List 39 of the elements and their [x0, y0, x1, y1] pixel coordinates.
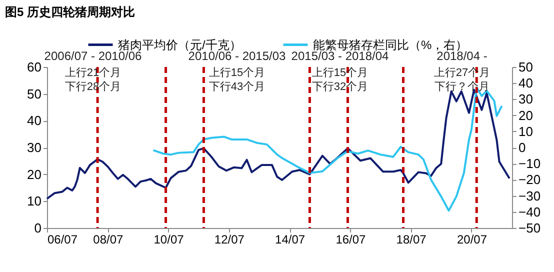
y2-tick-label: −40: [518, 204, 541, 220]
y-tick-label: 20: [27, 166, 42, 182]
x-tick-label: 18/07: [396, 232, 427, 246]
text: 2006/07 - 2010/06: [44, 49, 142, 63]
y-tick-label: 30: [27, 140, 42, 155]
y2-tick-label: −10: [518, 156, 541, 172]
y2-tick-label: 20: [518, 108, 533, 123]
y2-tick-label: −30: [518, 188, 541, 204]
annotation: 下行？个月: [434, 81, 490, 93]
text: 2010/06 - 2015/03: [188, 49, 286, 63]
y-tick-label: 60: [27, 60, 42, 74]
y-tick-label: 0: [34, 220, 42, 236]
legend-label: 猪肉平均价（元/千克）: [118, 38, 242, 52]
y2-tick-label: 10: [518, 124, 533, 139]
y2-tick-label: −20: [518, 172, 541, 188]
x-tick-label: 10/07: [154, 232, 184, 246]
annotation: 下行43个月: [208, 81, 266, 93]
y-tick-label: 50: [27, 86, 42, 102]
y2-tick-label: 0: [518, 140, 526, 155]
chart-title: 图5 历史四轮猪周期对比: [5, 5, 136, 19]
annotation: 上行21个月: [64, 66, 122, 79]
y2-tick-label: 50: [518, 60, 533, 74]
annotation: 上行15个月: [208, 66, 266, 79]
y-tick-label: 40: [27, 113, 42, 128]
legend-label: 能繁母猪存栏同比（%，右）: [313, 38, 468, 52]
y2-tick-label: 30: [518, 92, 533, 107]
annotation: 上行27个月: [434, 66, 490, 79]
x-tick-label: 08/07: [93, 232, 124, 246]
y2-tick-label: 40: [518, 76, 533, 91]
annotation: 上行15个月: [312, 66, 368, 79]
y-tick-label: 10: [27, 194, 42, 209]
x-tick-label: 16/07: [336, 232, 366, 246]
x-tick-label: 20/07: [456, 232, 488, 246]
annotation: 下行32个月: [312, 81, 368, 93]
x-tick-label: 12/07: [214, 232, 245, 246]
y2-tick-label: −50: [518, 220, 541, 236]
annotation: 下行28个月: [64, 81, 122, 93]
x-tick-label: 06/07: [48, 232, 78, 246]
x-tick-label: 14/07: [275, 232, 306, 246]
